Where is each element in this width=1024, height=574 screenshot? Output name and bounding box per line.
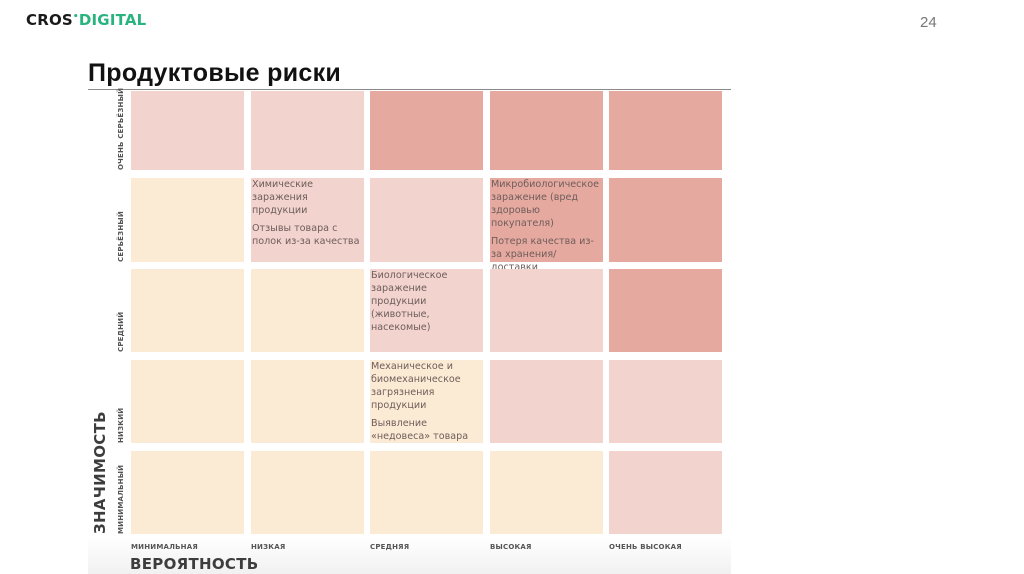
row-label-low: НИЗКИЙ xyxy=(117,407,125,443)
matrix-cell-r3-c3 xyxy=(490,360,603,443)
matrix-cell-r4-c4 xyxy=(609,451,722,534)
matrix-cell-r4-c1 xyxy=(251,451,364,534)
col-label-low: НИЗКАЯ xyxy=(251,543,286,551)
matrix-cell-r0-c3 xyxy=(490,91,603,170)
risk-item: Химические заражения продукции xyxy=(252,179,314,216)
matrix-cell-r2-c1 xyxy=(251,269,364,352)
risk-item: Механическое и биомеханическое загрязнен… xyxy=(371,361,461,411)
logo-dot: • xyxy=(72,12,79,22)
matrix-cell-r2-c0 xyxy=(131,269,244,352)
matrix-cell-r2-c3 xyxy=(490,269,603,352)
page-number: 24 xyxy=(920,14,937,31)
matrix-cell-r2-c4 xyxy=(609,269,722,352)
matrix-cell-r3-c4 xyxy=(609,360,722,443)
matrix-cell-r3-c1 xyxy=(251,360,364,443)
matrix-cell-r0-c1 xyxy=(251,91,364,170)
matrix-cell-r4-c0 xyxy=(131,451,244,534)
risk-item: Биологическое заражение продукции (живот… xyxy=(371,270,448,333)
matrix-cell-r2-c2: Биологическое заражение продукции (живот… xyxy=(370,269,483,352)
matrix-cell-r0-c4 xyxy=(609,91,722,170)
matrix-cell-r1-c2 xyxy=(370,178,483,262)
matrix-cell-r1-c4 xyxy=(609,178,722,262)
matrix-cell-r4-c3 xyxy=(490,451,603,534)
matrix-cell-r1-c3: Микробиологическое заражение (вред здоро… xyxy=(490,178,603,273)
risk-item: Микробиологическое заражение (вред здоро… xyxy=(491,179,599,229)
logo-cros: CROS xyxy=(26,11,73,29)
matrix-footer-shade xyxy=(88,536,731,574)
col-label-minimal: МИНИМАЛЬНАЯ xyxy=(131,543,198,551)
matrix-cell-r3-c2: Механическое и биомеханическое загрязнен… xyxy=(370,360,483,443)
risk-item: Потеря качества из-за хранения/доставки xyxy=(491,236,594,273)
col-label-medium: СРЕДНЯЯ xyxy=(370,543,410,551)
slide-title: Продуктовые риски xyxy=(88,59,342,87)
matrix-cell-r3-c0 xyxy=(131,360,244,443)
row-label-very-serious: ОЧЕНЬ СЕРЬЁЗНЫЙ xyxy=(117,87,125,170)
matrix-cell-r1-c1: Химические заражения продукции Отзывы то… xyxy=(251,178,364,262)
row-label-serious: СЕРЬЁЗНЫЙ xyxy=(117,211,125,262)
col-label-high: ВЫСОКАЯ xyxy=(490,543,532,551)
x-axis-title: ВЕРОЯТНОСТЬ xyxy=(130,555,259,573)
row-label-medium: СРЕДНИЙ xyxy=(117,311,125,352)
row-label-minimal: МИНИМАЛЬНЫЙ xyxy=(117,464,125,534)
risk-item: Отзывы товара с полок из-за качества xyxy=(252,223,360,247)
col-label-very-high: ОЧЕНЬ ВЫСОКАЯ xyxy=(609,543,682,551)
title-divider xyxy=(88,89,731,90)
logo-digital: DIGITAL xyxy=(78,11,147,29)
matrix-cell-r1-c0 xyxy=(131,178,244,262)
y-axis-title: ЗНАЧИМОСТЬ xyxy=(91,411,109,534)
logo: CROS•DIGITAL xyxy=(26,11,146,29)
matrix-cell-r0-c0 xyxy=(131,91,244,170)
matrix-cell-r0-c2 xyxy=(370,91,483,170)
risk-item: Выявление «недовеса» товара xyxy=(371,418,469,442)
matrix-cell-r4-c2 xyxy=(370,451,483,534)
